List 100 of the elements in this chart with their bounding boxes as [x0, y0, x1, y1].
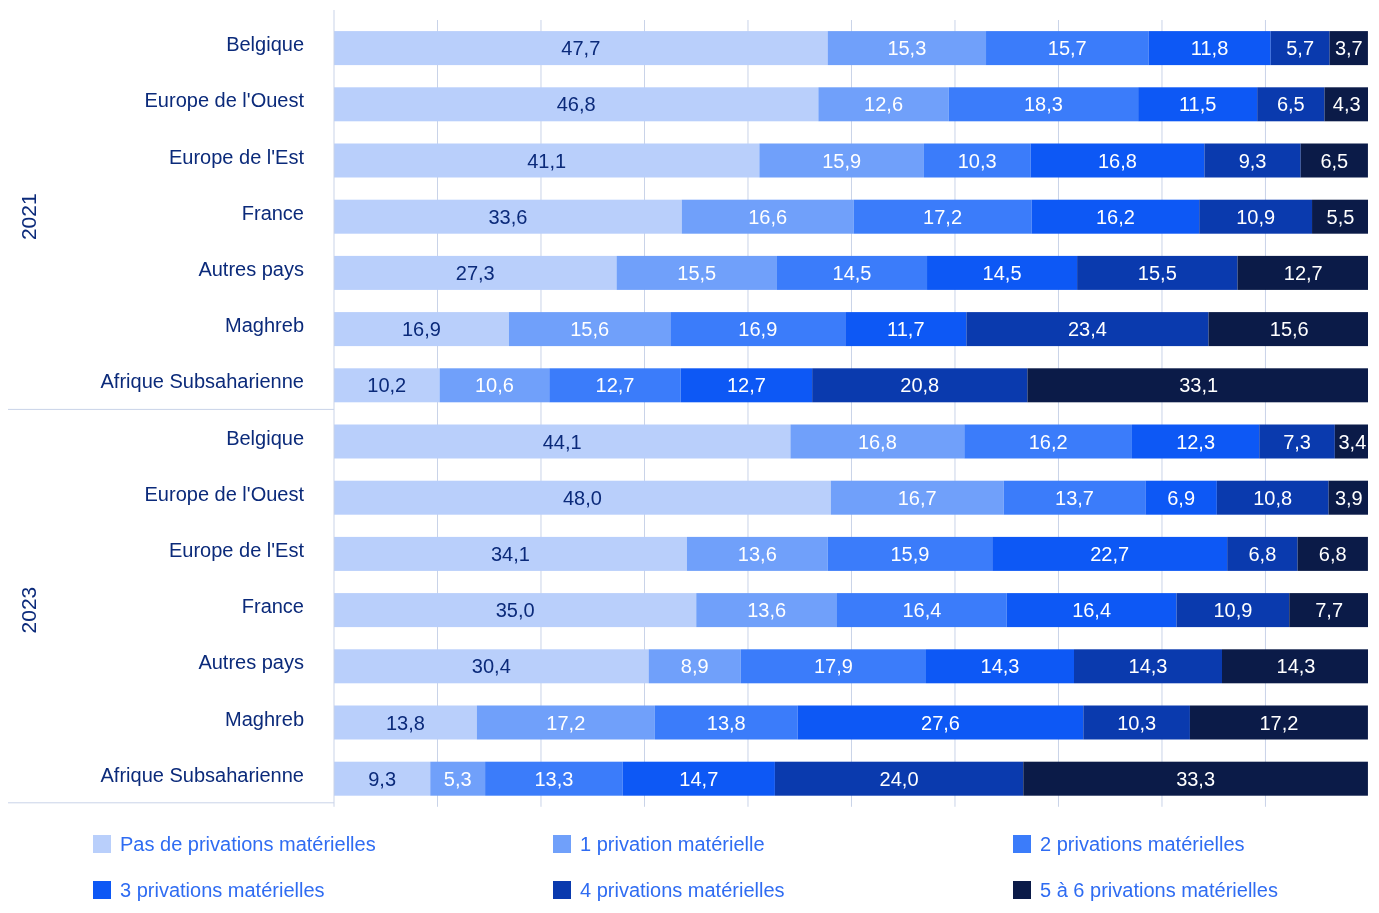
bar — [334, 143, 760, 178]
bar — [1006, 593, 1177, 628]
bar — [334, 255, 617, 290]
bar — [1199, 199, 1313, 234]
y-tick-label: Autres pays — [198, 257, 304, 280]
bar — [1312, 199, 1368, 234]
bar — [334, 649, 649, 684]
bar — [1257, 87, 1325, 122]
data-label: 3,9 — [1334, 486, 1363, 509]
data-label: 11,8 — [1190, 37, 1229, 60]
bar — [681, 199, 854, 234]
bar — [1297, 536, 1368, 571]
bar — [1131, 424, 1260, 459]
data-label: 9,3 — [368, 767, 397, 790]
data-label: 5,7 — [1286, 37, 1315, 60]
legend-label: 1 privation matérielle — [580, 833, 765, 855]
data-label: 14,3 — [1276, 655, 1316, 678]
data-label: 12,6 — [864, 93, 904, 116]
bar — [334, 87, 819, 122]
bar — [818, 87, 949, 122]
data-label: 17,2 — [546, 711, 586, 734]
y-tick-label: Maghreb — [225, 314, 304, 337]
data-label: 3,7 — [1334, 37, 1363, 60]
data-label: 15,9 — [822, 149, 862, 172]
data-label: 16,8 — [1098, 149, 1137, 172]
data-label: 48,0 — [562, 486, 602, 509]
data-label: 34,1 — [490, 542, 530, 565]
bar — [476, 705, 655, 740]
bar — [986, 31, 1149, 66]
bar — [797, 705, 1084, 740]
data-label: 13,6 — [737, 542, 777, 565]
data-label: 10,3 — [957, 149, 997, 172]
data-label: 11,5 — [1178, 93, 1217, 116]
data-label: 6,8 — [1248, 542, 1277, 565]
data-label: 46,8 — [556, 93, 596, 116]
data-label: 15,6 — [1269, 318, 1309, 341]
data-label: 6,5 — [1320, 149, 1349, 172]
data-label: 6,9 — [1167, 486, 1196, 509]
data-label: 27,6 — [921, 711, 960, 734]
bar — [1003, 480, 1146, 515]
legend-label: 5 à 6 privations matérielles — [1040, 879, 1278, 901]
bar — [1204, 143, 1301, 178]
y-tick-label: Europe de l'Est — [168, 538, 305, 561]
data-label: 30,4 — [471, 655, 511, 678]
bar — [1216, 480, 1329, 515]
data-label: 15,7 — [1047, 37, 1087, 60]
data-label: 33,1 — [1179, 374, 1219, 397]
bar — [1300, 143, 1368, 178]
bar — [622, 761, 775, 796]
y-tick-label: Afrique Subsaharienne — [100, 370, 304, 393]
bar — [680, 368, 813, 403]
bar — [1145, 480, 1217, 515]
data-label: 16,8 — [857, 430, 897, 453]
bar — [334, 368, 440, 403]
data-label: 10,3 — [1117, 711, 1157, 734]
y-tick-label: Belgique — [226, 33, 304, 56]
bar — [776, 255, 928, 290]
data-label: 6,5 — [1276, 93, 1305, 116]
data-label: 17,2 — [1259, 711, 1299, 734]
data-label: 7,3 — [1283, 430, 1311, 453]
bar — [1083, 705, 1190, 740]
bar — [926, 649, 1074, 684]
data-label: 14,5 — [832, 261, 872, 284]
data-label: 14,7 — [679, 767, 719, 790]
bar — [334, 705, 477, 740]
data-label: 12,7 — [726, 374, 766, 397]
data-label: 35,0 — [495, 599, 535, 622]
text: 2021 — [16, 193, 40, 241]
y-tick-label: Europe de l'Ouest — [144, 89, 305, 112]
data-label: 13,6 — [747, 599, 787, 622]
data-label: 16,6 — [748, 205, 788, 228]
text: 2023 — [16, 586, 40, 634]
bar — [1176, 593, 1290, 628]
bar — [1077, 255, 1238, 290]
data-label: 20,8 — [900, 374, 940, 397]
bar — [790, 424, 965, 459]
data-label: 10,2 — [367, 374, 407, 397]
legend-label: 4 privations matérielles — [580, 879, 785, 901]
data-label: 33,6 — [488, 205, 528, 228]
data-label: 16,2 — [1028, 430, 1068, 453]
legend-label: 2 privations matérielles — [1040, 833, 1245, 855]
bar — [812, 368, 1028, 403]
data-label: 9,3 — [1238, 149, 1267, 172]
data-label: 17,2 — [923, 205, 963, 228]
bar — [654, 705, 798, 740]
bar — [827, 536, 993, 571]
data-label: 22,7 — [1090, 542, 1130, 565]
bar — [686, 536, 828, 571]
data-label: 13,7 — [1055, 486, 1094, 509]
bar — [334, 536, 687, 571]
bar — [430, 761, 486, 796]
bar — [740, 649, 926, 684]
y-tick-label: Belgique — [226, 426, 304, 449]
legend-label: Pas de privations matérielles — [120, 833, 376, 855]
bar — [1289, 593, 1368, 628]
data-label: 16,4 — [1072, 599, 1112, 622]
bar — [1270, 31, 1330, 66]
data-label: 12,3 — [1176, 430, 1216, 453]
data-label: 13,8 — [385, 711, 425, 734]
data-label: 12,7 — [1283, 261, 1323, 284]
